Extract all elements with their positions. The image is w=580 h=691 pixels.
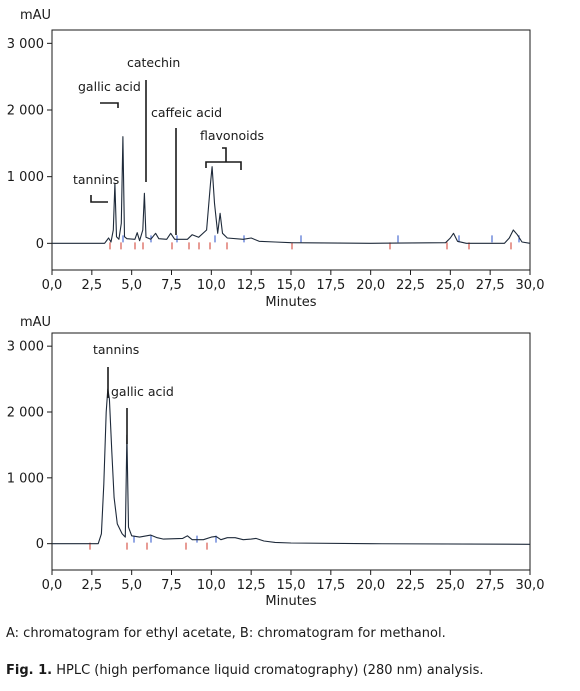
- x-tick-label: 22,5: [396, 578, 425, 593]
- x-tick-label: 12,5: [237, 578, 266, 593]
- x-tick-label: 7,5: [161, 278, 182, 293]
- y-tick-label: 2 000: [7, 406, 44, 421]
- x-axis-title: Minutes: [265, 295, 316, 310]
- x-tick-label: 20,0: [356, 578, 385, 593]
- x-tick-label: 2,5: [81, 278, 102, 293]
- chart-panel-ethyl-acetate: mAU 3 000 2 000 1 000 0 0,0 2,5 5,0 7,5 10,0 12,5 1…: [7, 8, 545, 310]
- figure-label: Fig. 1.: [6, 663, 53, 678]
- x-tick-label: 17,5: [316, 578, 345, 593]
- x-tick-label: 30,0: [516, 578, 545, 593]
- peak-label-flavonoids: flavonoids: [200, 128, 264, 143]
- legend-caption: A: chromatogram for ethyl acetate, B: ch…: [6, 626, 446, 641]
- y-tick-label: 0: [36, 537, 44, 552]
- x-tick-label: 27,5: [476, 278, 505, 293]
- x-tick-label: 30,0: [516, 278, 545, 293]
- figure-caption: Fig. 1. HPLC (high perfomance liquid cro…: [6, 663, 484, 678]
- x-tick-label: 5,0: [121, 578, 142, 593]
- peak-label-tannins: tannins: [93, 342, 139, 357]
- bracket-stem-flavonoids: [222, 147, 227, 162]
- y-tick-label: 3 000: [7, 37, 44, 52]
- y-tick-label: 1 000: [7, 471, 44, 486]
- y-tick-label: 3 000: [7, 340, 44, 355]
- x-tick-label: 2,5: [81, 578, 102, 593]
- peak-label-gallic-acid: gallic acid: [111, 384, 174, 399]
- x-tick-label: 20,0: [356, 278, 385, 293]
- chart-panel-methanol: mAU 3 000 2 000 1 000 0 0,0 2,5 5,0 7,5 10,0 12,5 1…: [7, 315, 545, 609]
- y-tick-label: 0: [36, 237, 44, 252]
- x-axis-title: Minutes: [265, 594, 316, 609]
- chromatogram-trace: [52, 136, 531, 244]
- peak-label-caffeic-acid: caffeic acid: [151, 105, 222, 120]
- plot-frame: [51, 332, 531, 571]
- peak-label-catechin: catechin: [127, 55, 180, 70]
- x-tick-label: 10,0: [197, 578, 226, 593]
- x-tick-label: 12,5: [237, 278, 266, 293]
- x-tick-label: 15,0: [277, 278, 306, 293]
- x-tick-label: 7,5: [161, 578, 182, 593]
- x-tick-label: 15,0: [277, 578, 306, 593]
- y-tick-label: 1 000: [7, 170, 44, 185]
- x-tick-label: 25,0: [436, 278, 465, 293]
- peak-pointer-tannins: [90, 195, 108, 203]
- plot-frame: [51, 29, 531, 271]
- peak-label-gallic-acid: gallic acid: [78, 79, 141, 94]
- chromatogram-trace: [52, 388, 531, 545]
- x-tick-label: 5,0: [121, 278, 142, 293]
- peak-pointer-flavonoids: [205, 161, 242, 170]
- peak-pointer-gallic-acid: [100, 102, 119, 108]
- x-tick-label: 27,5: [476, 578, 505, 593]
- y-unit-label: mAU: [20, 315, 51, 330]
- legend-caption-text: A: chromatogram for ethyl acetate, B: ch…: [6, 626, 446, 641]
- x-tick-label: 22,5: [396, 278, 425, 293]
- peak-label-tannins: tannins: [73, 172, 119, 187]
- x-tick-label: 0,0: [42, 578, 63, 593]
- x-tick-label: 25,0: [436, 578, 465, 593]
- x-tick-label: 0,0: [42, 278, 63, 293]
- x-tick-label: 17,5: [316, 278, 345, 293]
- y-unit-label: mAU: [20, 8, 51, 23]
- figure-caption-text: HPLC (high perfomance liquid cromatograp…: [52, 663, 484, 678]
- y-tick-label: 2 000: [7, 104, 44, 119]
- x-tick-label: 10,0: [197, 278, 226, 293]
